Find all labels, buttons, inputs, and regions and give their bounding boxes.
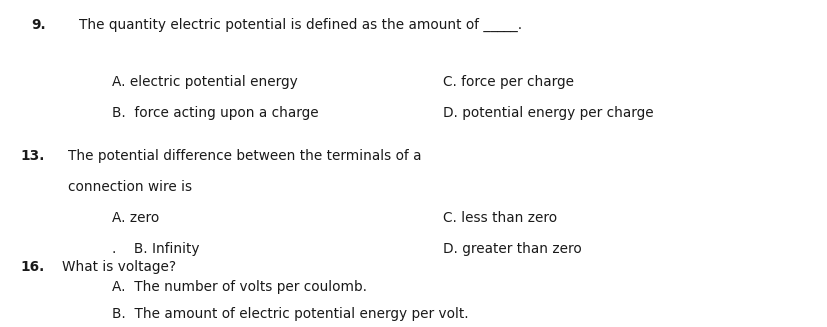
- Text: C. less than zero: C. less than zero: [442, 211, 557, 225]
- Text: What is voltage?: What is voltage?: [62, 260, 176, 274]
- Text: A. electric potential energy: A. electric potential energy: [112, 75, 297, 89]
- Text: A.  The number of volts per coulomb.: A. The number of volts per coulomb.: [112, 280, 366, 294]
- Text: A. zero: A. zero: [112, 211, 159, 225]
- Text: 9.: 9.: [31, 18, 46, 32]
- Text: 16.: 16.: [21, 260, 45, 274]
- Text: The quantity electric potential is defined as the amount of _____.: The quantity electric potential is defin…: [79, 18, 521, 32]
- Text: 13.: 13.: [21, 149, 45, 163]
- Text: D. potential energy per charge: D. potential energy per charge: [442, 106, 653, 120]
- Text: B.  force acting upon a charge: B. force acting upon a charge: [112, 106, 318, 120]
- Text: .    B. Infinity: . B. Infinity: [112, 242, 199, 256]
- Text: B.  The amount of electric potential energy per volt.: B. The amount of electric potential ener…: [112, 307, 468, 321]
- Text: connection wire is: connection wire is: [68, 180, 192, 194]
- Text: The potential difference between the terminals of a: The potential difference between the ter…: [68, 149, 421, 163]
- Text: D. greater than zero: D. greater than zero: [442, 242, 581, 256]
- Text: C. force per charge: C. force per charge: [442, 75, 573, 89]
